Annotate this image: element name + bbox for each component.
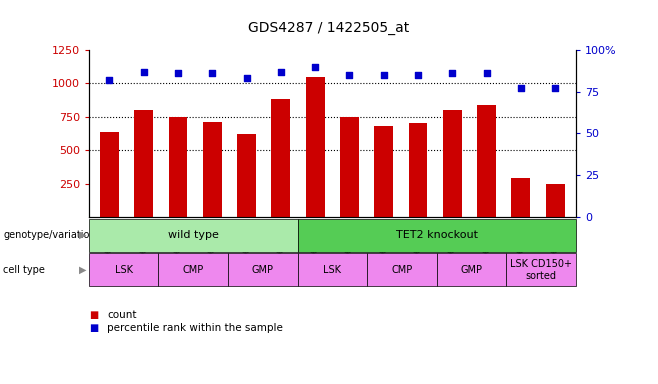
Text: ▶: ▶ bbox=[78, 265, 86, 275]
Text: CMP: CMP bbox=[392, 265, 413, 275]
Text: percentile rank within the sample: percentile rank within the sample bbox=[107, 323, 283, 333]
Bar bbox=[545, 184, 565, 217]
Bar bbox=[271, 99, 290, 217]
Text: genotype/variation: genotype/variation bbox=[3, 230, 96, 240]
Text: ▶: ▶ bbox=[78, 230, 86, 240]
Point bbox=[344, 72, 355, 78]
Point bbox=[104, 77, 114, 83]
Text: GDS4287 / 1422505_at: GDS4287 / 1422505_at bbox=[248, 21, 410, 35]
Bar bbox=[477, 105, 496, 217]
Bar bbox=[237, 134, 256, 217]
Bar bbox=[409, 123, 428, 217]
Text: ■: ■ bbox=[89, 310, 98, 320]
Bar bbox=[134, 110, 153, 217]
Text: ■: ■ bbox=[89, 323, 98, 333]
Point bbox=[241, 75, 252, 81]
Bar bbox=[374, 126, 393, 217]
Point bbox=[276, 69, 286, 75]
Text: CMP: CMP bbox=[182, 265, 204, 275]
Text: TET2 knockout: TET2 knockout bbox=[395, 230, 478, 240]
Text: count: count bbox=[107, 310, 137, 320]
Text: GMP: GMP bbox=[252, 265, 274, 275]
Text: LSK CD150+
sorted: LSK CD150+ sorted bbox=[510, 259, 572, 281]
Point bbox=[550, 85, 561, 91]
Point bbox=[516, 85, 526, 91]
Bar bbox=[168, 117, 188, 217]
Point bbox=[378, 72, 389, 78]
Bar bbox=[511, 177, 530, 217]
Text: LSK: LSK bbox=[114, 265, 133, 275]
Point bbox=[207, 70, 218, 76]
Text: GMP: GMP bbox=[461, 265, 482, 275]
Point bbox=[413, 72, 423, 78]
Point bbox=[310, 64, 320, 70]
Bar bbox=[306, 77, 324, 217]
Point bbox=[447, 70, 457, 76]
Text: LSK: LSK bbox=[323, 265, 342, 275]
Text: wild type: wild type bbox=[168, 230, 218, 240]
Bar bbox=[100, 132, 119, 217]
Bar bbox=[443, 110, 462, 217]
Point bbox=[172, 70, 183, 76]
Point bbox=[482, 70, 492, 76]
Bar bbox=[340, 117, 359, 217]
Text: cell type: cell type bbox=[3, 265, 45, 275]
Point bbox=[138, 69, 149, 75]
Bar bbox=[203, 122, 222, 217]
